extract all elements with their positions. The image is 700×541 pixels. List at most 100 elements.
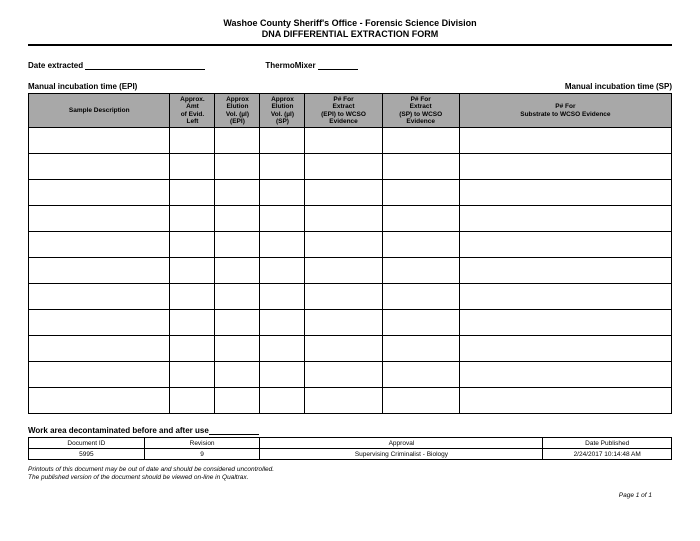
table-row — [29, 180, 672, 206]
table-cell[interactable] — [29, 206, 170, 232]
footer-value: 9 — [144, 449, 260, 460]
table-cell[interactable] — [215, 206, 260, 232]
table-cell[interactable] — [382, 258, 459, 284]
table-cell[interactable] — [382, 336, 459, 362]
table-cell[interactable] — [305, 180, 382, 206]
table-cell[interactable] — [29, 362, 170, 388]
table-row — [29, 284, 672, 310]
table-cell[interactable] — [305, 388, 382, 414]
table-cell[interactable] — [170, 388, 215, 414]
table-cell[interactable] — [260, 284, 305, 310]
table-cell[interactable] — [305, 232, 382, 258]
extraction-table: Sample DescriptionApprox. Amt of Evid. L… — [28, 93, 672, 415]
col-header: Approx. Amt of Evid. Left — [170, 93, 215, 128]
table-cell[interactable] — [305, 206, 382, 232]
table-cell[interactable] — [170, 180, 215, 206]
table-cell[interactable] — [260, 232, 305, 258]
table-cell[interactable] — [459, 258, 671, 284]
table-cell[interactable] — [215, 284, 260, 310]
table-cell[interactable] — [170, 258, 215, 284]
table-cell[interactable] — [459, 284, 671, 310]
table-cell[interactable] — [382, 232, 459, 258]
table-cell[interactable] — [215, 388, 260, 414]
footer-header: Document ID — [29, 438, 145, 449]
decon-blank[interactable] — [209, 426, 259, 435]
table-cell[interactable] — [29, 284, 170, 310]
table-cell[interactable] — [459, 206, 671, 232]
table-cell[interactable] — [459, 232, 671, 258]
table-cell[interactable] — [382, 284, 459, 310]
table-cell[interactable] — [382, 310, 459, 336]
decon-row: Work area decontaminated before and afte… — [28, 426, 672, 435]
table-cell[interactable] — [215, 154, 260, 180]
col-header: Sample Description — [29, 93, 170, 128]
table-cell[interactable] — [170, 362, 215, 388]
footer-header: Approval — [260, 438, 543, 449]
table-cell[interactable] — [170, 310, 215, 336]
table-cell[interactable] — [260, 336, 305, 362]
table-row — [29, 362, 672, 388]
manual-epi-label: Manual incubation time (EPI) — [28, 82, 137, 91]
table-cell[interactable] — [260, 154, 305, 180]
table-cell[interactable] — [29, 128, 170, 154]
table-cell[interactable] — [170, 128, 215, 154]
disclaimer-line1: Printouts of this document may be out of… — [28, 466, 672, 474]
table-cell[interactable] — [305, 258, 382, 284]
table-cell[interactable] — [459, 310, 671, 336]
date-extracted-blank[interactable] — [85, 60, 205, 70]
thermomixer-blank[interactable] — [318, 60, 358, 70]
table-cell[interactable] — [382, 128, 459, 154]
table-cell[interactable] — [215, 362, 260, 388]
table-cell[interactable] — [459, 128, 671, 154]
table-cell[interactable] — [215, 232, 260, 258]
table-cell[interactable] — [459, 336, 671, 362]
table-cell[interactable] — [170, 284, 215, 310]
table-cell[interactable] — [382, 388, 459, 414]
table-cell[interactable] — [260, 128, 305, 154]
table-cell[interactable] — [260, 258, 305, 284]
table-cell[interactable] — [29, 388, 170, 414]
table-row — [29, 388, 672, 414]
org-line: Washoe County Sheriff's Office - Forensi… — [28, 18, 672, 29]
table-cell[interactable] — [215, 258, 260, 284]
table-cell[interactable] — [215, 128, 260, 154]
table-cell[interactable] — [29, 154, 170, 180]
table-cell[interactable] — [305, 310, 382, 336]
footer-header: Date Published — [543, 438, 672, 449]
table-cell[interactable] — [459, 362, 671, 388]
table-cell[interactable] — [459, 388, 671, 414]
table-cell[interactable] — [170, 232, 215, 258]
table-cell[interactable] — [215, 180, 260, 206]
table-cell[interactable] — [382, 154, 459, 180]
table-row — [29, 258, 672, 284]
table-cell[interactable] — [260, 180, 305, 206]
table-cell[interactable] — [382, 206, 459, 232]
table-cell[interactable] — [215, 336, 260, 362]
table-cell[interactable] — [260, 206, 305, 232]
table-cell[interactable] — [382, 362, 459, 388]
table-cell[interactable] — [305, 336, 382, 362]
table-row — [29, 232, 672, 258]
table-cell[interactable] — [29, 180, 170, 206]
table-cell[interactable] — [260, 310, 305, 336]
table-cell[interactable] — [260, 388, 305, 414]
table-cell[interactable] — [29, 232, 170, 258]
table-cell[interactable] — [215, 310, 260, 336]
table-cell[interactable] — [305, 284, 382, 310]
table-cell[interactable] — [29, 258, 170, 284]
col-header: Approx Elution Vol. (µl) (SP) — [260, 93, 305, 128]
table-cell[interactable] — [382, 180, 459, 206]
table-cell[interactable] — [170, 206, 215, 232]
table-row — [29, 336, 672, 362]
table-cell[interactable] — [170, 336, 215, 362]
title-block: Washoe County Sheriff's Office - Forensi… — [28, 18, 672, 40]
table-cell[interactable] — [29, 336, 170, 362]
table-cell[interactable] — [260, 362, 305, 388]
table-cell[interactable] — [305, 128, 382, 154]
table-cell[interactable] — [459, 180, 671, 206]
table-cell[interactable] — [170, 154, 215, 180]
table-cell[interactable] — [305, 362, 382, 388]
table-cell[interactable] — [459, 154, 671, 180]
table-cell[interactable] — [29, 310, 170, 336]
table-cell[interactable] — [305, 154, 382, 180]
